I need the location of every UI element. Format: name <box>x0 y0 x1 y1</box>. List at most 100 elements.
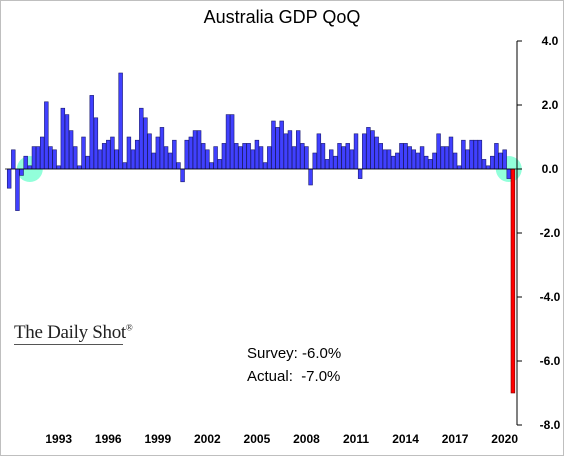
x-tick-label: 2008 <box>293 432 320 446</box>
bar <box>213 146 218 170</box>
bar <box>48 146 53 170</box>
bar <box>283 133 289 170</box>
bar <box>345 143 350 170</box>
bar <box>77 165 82 170</box>
bar <box>262 162 268 170</box>
bar <box>106 139 111 170</box>
bar <box>481 159 487 170</box>
bar <box>258 146 264 170</box>
y-tick-label: -4.0 <box>540 290 561 304</box>
bar <box>436 133 441 170</box>
bar <box>31 146 37 170</box>
bar <box>494 143 499 170</box>
actual-annotation: Actual: -7.0% <box>247 368 341 385</box>
bar <box>246 143 251 170</box>
bar <box>180 168 185 183</box>
bar <box>176 162 181 170</box>
daily-shot-logo: The Daily Shot® <box>14 322 133 344</box>
bar <box>477 139 483 170</box>
bar <box>39 136 45 170</box>
bar <box>250 149 255 170</box>
bar <box>35 146 41 170</box>
bar <box>209 162 214 170</box>
bar <box>89 95 94 170</box>
bar <box>432 152 437 170</box>
bar <box>279 120 284 170</box>
bar <box>159 127 165 170</box>
y-tick-label: 4.0 <box>542 34 559 48</box>
bar <box>163 146 169 170</box>
bar <box>366 127 371 170</box>
bar <box>498 152 503 170</box>
bar-latest-quarter <box>510 168 516 394</box>
bar <box>419 146 425 170</box>
bar <box>308 168 313 186</box>
bar <box>490 155 495 170</box>
bar <box>411 149 417 170</box>
bar <box>304 146 309 170</box>
y-tick-label: 0.0 <box>542 162 559 176</box>
bar <box>485 165 491 170</box>
bar <box>267 146 272 170</box>
bar <box>407 146 412 170</box>
bar <box>221 143 227 170</box>
bar <box>469 139 474 170</box>
bar <box>374 136 379 170</box>
bar <box>386 149 392 170</box>
bar <box>101 143 107 170</box>
bar <box>238 146 243 170</box>
bar <box>333 155 338 170</box>
bar <box>192 130 198 170</box>
bar <box>382 149 388 170</box>
bar <box>147 133 152 170</box>
bar <box>196 130 202 170</box>
x-tick-label: 2020 <box>491 432 518 446</box>
bar <box>52 149 57 170</box>
x-tick-label: 1993 <box>45 432 72 446</box>
bar <box>217 159 222 170</box>
bar <box>316 133 322 170</box>
bar <box>81 136 86 170</box>
bar <box>423 155 429 170</box>
bar <box>15 168 20 211</box>
survey-annotation: Survey: -6.0% <box>247 345 342 362</box>
bar <box>114 149 119 170</box>
bar <box>85 155 90 170</box>
bar <box>56 165 61 170</box>
bar <box>139 107 144 170</box>
bar <box>151 152 156 170</box>
bar <box>295 130 301 170</box>
bar <box>23 155 28 170</box>
bar <box>329 149 334 170</box>
bar <box>428 159 433 170</box>
bar <box>349 149 355 170</box>
bar <box>234 143 239 170</box>
y-tick-label: -6.0 <box>540 354 561 368</box>
bar <box>122 162 127 170</box>
bar <box>68 130 74 170</box>
bar <box>93 117 99 170</box>
bar <box>341 146 346 170</box>
bar <box>271 120 276 170</box>
bar <box>320 143 326 170</box>
bar <box>370 130 375 170</box>
bar <box>126 136 132 170</box>
bar <box>300 143 305 170</box>
bar <box>201 143 206 170</box>
bar <box>452 152 458 170</box>
bar <box>506 168 511 179</box>
bar <box>324 159 330 170</box>
x-tick-label: 2002 <box>194 432 221 446</box>
bar <box>362 133 367 170</box>
bar <box>6 168 12 189</box>
bar <box>27 165 33 170</box>
x-tick-label: 2005 <box>244 432 271 446</box>
bar <box>97 149 103 170</box>
bar <box>184 139 189 170</box>
bar <box>155 136 161 170</box>
chart-title: Australia GDP QoQ <box>203 7 361 27</box>
bar <box>143 117 148 170</box>
bar <box>287 130 293 170</box>
bar <box>118 72 123 170</box>
